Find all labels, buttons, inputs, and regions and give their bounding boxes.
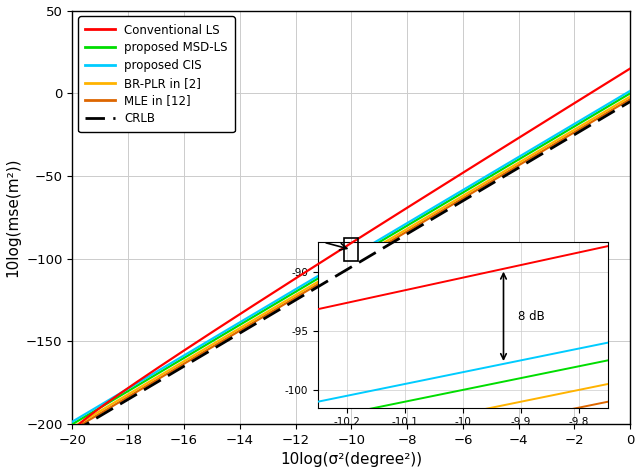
Bar — [344, 238, 358, 261]
Legend: Conventional LS, proposed MSD-LS, proposed CIS, BR-PLR in [2], MLE in [12], CRLB: Conventional LS, proposed MSD-LS, propos… — [78, 17, 235, 132]
X-axis label: 10log(σ²(degree²)): 10log(σ²(degree²)) — [280, 453, 422, 467]
Y-axis label: 10log(mse(m²)): 10log(mse(m²)) — [6, 158, 20, 277]
